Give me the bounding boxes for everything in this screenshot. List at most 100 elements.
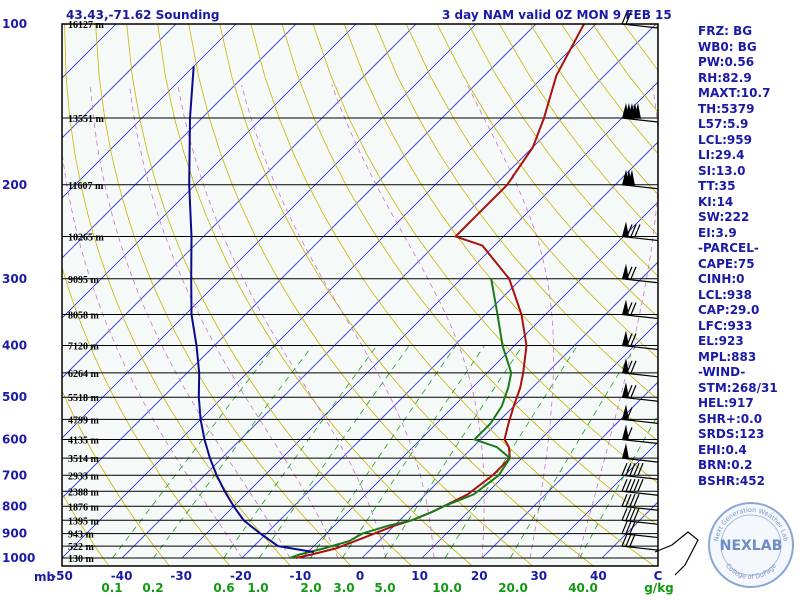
isotherm-line xyxy=(62,24,357,319)
mixing-ratio-tick-label: 40.0 xyxy=(568,581,598,595)
isotherm-line xyxy=(62,24,477,439)
index-line: HEL:917 xyxy=(698,396,754,410)
height-label: 943 m xyxy=(68,530,95,541)
mixing-ratio-tick-label: 10.0 xyxy=(432,581,462,595)
wind-barb-feather xyxy=(630,266,637,280)
wind-barb xyxy=(621,11,659,29)
mixing-ratio-tick-label: 2.0 xyxy=(300,581,321,595)
wind-barb xyxy=(621,357,659,378)
wind-barb xyxy=(621,443,659,463)
wind-barb-staff xyxy=(621,505,659,511)
dry-adiabat-line xyxy=(467,24,658,277)
wind-barb-feather xyxy=(621,479,628,492)
wind-barb-feather xyxy=(630,360,637,374)
isotherm-line xyxy=(62,24,597,559)
pressure-label: 700 xyxy=(2,468,27,482)
dry-adiabat-line xyxy=(95,24,352,566)
isotherm-line xyxy=(541,441,658,559)
mixing-ratio-tick-label: 0.1 xyxy=(101,581,122,595)
wind-barb xyxy=(621,221,659,242)
wind-barb-feather xyxy=(625,11,632,25)
index-line: TH:5379 xyxy=(698,101,755,116)
index-line: RH:82.9 xyxy=(698,70,752,85)
moist-adiabat-line xyxy=(577,84,658,559)
isotherm-line xyxy=(301,201,658,559)
isotherm-line xyxy=(62,24,177,139)
index-line: BSHR:452 xyxy=(698,473,765,488)
index-line: KI:14 xyxy=(698,194,734,209)
height-label: 9095 m xyxy=(68,275,100,286)
wind-barb-feather xyxy=(629,521,636,534)
dry-adiabat-line xyxy=(157,24,473,566)
isotherm-line xyxy=(121,24,657,559)
index-line: WB0: BG xyxy=(698,39,757,54)
dry-adiabat-line xyxy=(281,24,658,527)
moist-adiabat-line xyxy=(466,84,555,559)
wind-barb-feather xyxy=(626,385,633,398)
temperature-tick-label: -50 xyxy=(51,569,73,583)
index-line: EL:923 xyxy=(698,334,744,348)
wind-barb-staff xyxy=(621,532,659,539)
isotherm-line xyxy=(62,24,297,259)
index-line: SI:13.0 xyxy=(698,163,746,178)
index-line: EHI:0.4 xyxy=(698,442,747,457)
dewpoint-profile xyxy=(289,278,513,559)
wind-barb-feather xyxy=(621,494,628,507)
height-label: 7120 m xyxy=(68,342,100,353)
index-line: MAXT:10.7 xyxy=(698,86,771,100)
wind-barb-feather xyxy=(634,224,641,237)
wind-barb xyxy=(621,494,659,511)
temperature-tick-label: -40 xyxy=(111,569,133,583)
height-label: 2933 m xyxy=(68,471,100,482)
mixing-ratio-tick-label: 1.0 xyxy=(247,581,268,595)
wind-barb-feather xyxy=(637,463,644,476)
dry-adiabat-line xyxy=(188,24,534,566)
plot-frame xyxy=(61,23,659,567)
wind-barb xyxy=(621,521,659,539)
wind-barb-feather xyxy=(630,385,637,398)
wind-barb-staff xyxy=(621,519,659,525)
wind-barb-flag xyxy=(634,103,641,119)
wind-barb-staff xyxy=(621,474,659,480)
index-line: MPL:883 xyxy=(698,349,757,364)
index-line: CINH:0 xyxy=(698,272,745,286)
pressure-label: 600 xyxy=(2,433,27,447)
wind-barb xyxy=(621,169,659,190)
index-line: BRN:0.2 xyxy=(698,458,753,472)
wind-barb-feather xyxy=(629,533,636,547)
wind-barb-feather xyxy=(626,427,633,440)
mixing-ratio-tick-label: 3.0 xyxy=(333,581,354,595)
temperature-tick-label: C xyxy=(654,569,663,583)
dry-adiabat-line xyxy=(126,24,413,566)
isotherm-line xyxy=(421,321,658,559)
wind-barb-feather xyxy=(626,224,633,237)
height-label: 1876 m xyxy=(68,502,100,513)
wind-barb-feather xyxy=(625,533,632,547)
wind-barb-feather xyxy=(621,521,628,534)
index-line: LCL:959 xyxy=(698,132,752,147)
sounding-indices-panel: FRZ: BG WB0: BG PW:0.56 RH:82.9 MAXT:10.7 TH:… xyxy=(698,24,798,489)
wind-barb-feather xyxy=(629,463,636,476)
moist-adiabat-line xyxy=(89,84,291,559)
height-label: 522 m xyxy=(68,542,95,553)
wind-barb xyxy=(621,508,659,525)
dry-adiabat-line xyxy=(219,24,595,566)
wind-barb-feather xyxy=(633,463,640,476)
height-label: 3514 m xyxy=(68,454,100,465)
moist-adiabat-line xyxy=(129,84,339,559)
dry-adiabat-line xyxy=(62,265,231,566)
dry-adiabat-line xyxy=(64,24,292,566)
isotherm-line xyxy=(361,261,658,559)
temperature-profile xyxy=(295,24,585,559)
temperature-tick-label: 0 xyxy=(356,569,364,583)
wind-barb xyxy=(621,103,659,123)
index-line: LCL:938 xyxy=(698,287,752,302)
index-line: FRZ: BG xyxy=(698,24,753,38)
pressure-label: 1000 xyxy=(2,551,35,565)
index-line: PW:0.56 xyxy=(698,55,755,69)
index-line: SRDS:123 xyxy=(698,427,765,441)
wind-barb xyxy=(621,382,659,402)
wind-barb-feather xyxy=(630,302,637,315)
wind-barb-feather xyxy=(621,463,628,476)
dry-adiabat-line xyxy=(250,24,655,566)
